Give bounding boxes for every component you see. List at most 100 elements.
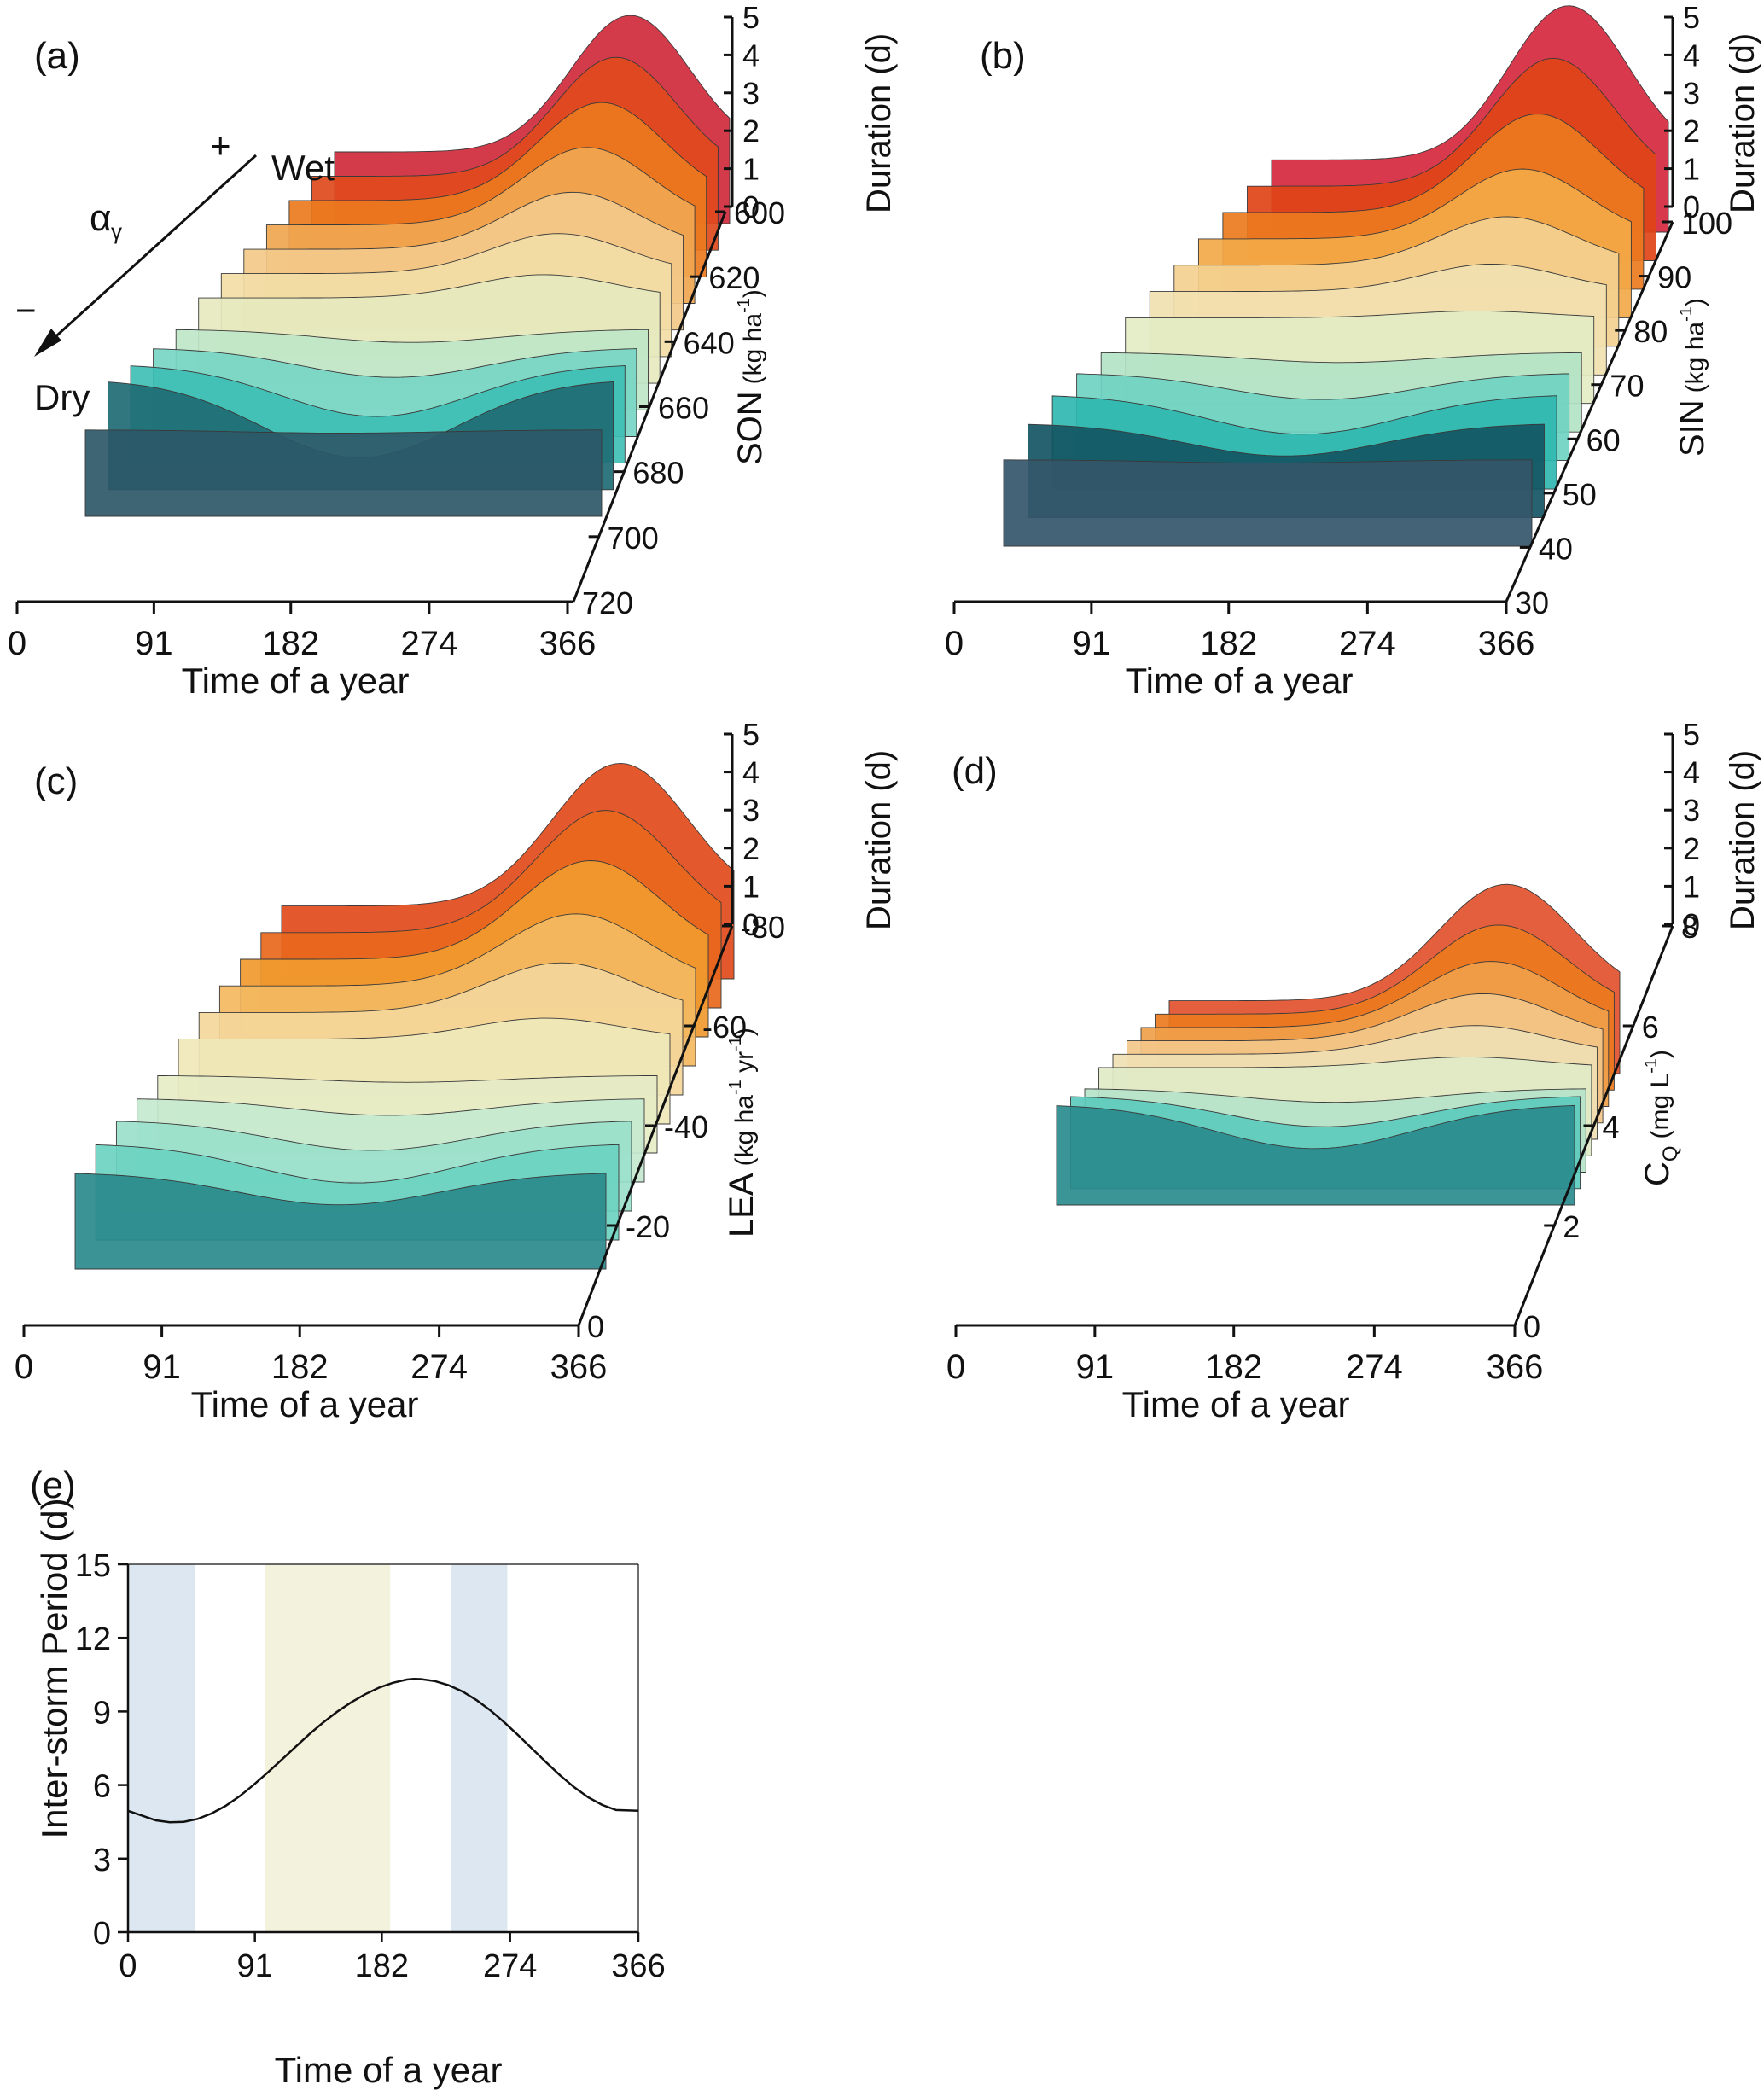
time-tick-label: 182 (1200, 625, 1257, 662)
duration-tick-label: 4 (1683, 38, 1700, 73)
duration-tick-label: 4 (1683, 755, 1700, 790)
son-axis-close: ) (739, 289, 767, 298)
depth-tick-label: 680 (632, 456, 684, 491)
cq-axis-subscript: Q (1659, 1145, 1682, 1162)
time-tick-label: 366 (1487, 1348, 1544, 1386)
cq-axis-title-text: CQ (mg L-1) (1639, 1050, 1682, 1186)
shaded-period-dry-1 (265, 1564, 391, 1932)
depth-tick-label: 40 (1539, 531, 1573, 566)
alpha-symbol: α (90, 197, 111, 239)
time-tick-label: 0 (945, 625, 964, 662)
duration-tick-label: 2 (1683, 831, 1700, 866)
duration-tick-label: 0 (1683, 907, 1700, 942)
xlabel-c: Time of a year (191, 1384, 419, 1424)
e-y-tick-label: 15 (75, 1548, 111, 1584)
son-axis-unit: (kg ha (739, 313, 767, 385)
time-tick-label: 366 (550, 1348, 608, 1386)
panel-label-e: (e) (30, 1464, 76, 1506)
time-tick-label: 91 (1076, 1348, 1115, 1386)
duration-tick-label: 3 (742, 793, 760, 828)
wet-label: Wet (271, 148, 335, 188)
dry-label: Dry (34, 377, 90, 417)
sin-axis-name: SIN (1674, 399, 1711, 457)
e-x-tick-label: 274 (483, 1948, 537, 1984)
depth-axis-line (1505, 221, 1674, 603)
son-axis-name: SON (731, 391, 769, 465)
duration-tick-label: 4 (742, 38, 760, 73)
ridge-cq-3-5 (1056, 1104, 1575, 1206)
depth-tick-label: 6 (1642, 1010, 1659, 1045)
lea-axis-close: ) (731, 1028, 759, 1036)
minus-sign: − (15, 290, 37, 330)
time-tick-label: 274 (1346, 1348, 1403, 1386)
xlabel-d: Time of a year (1122, 1384, 1350, 1424)
time-tick-label: 91 (1073, 625, 1111, 662)
time-tick-label: 182 (262, 625, 319, 662)
lea-axis-title-text: LEA(kg ha-1 yr-1) (723, 1028, 760, 1237)
e-y-tick-label: 0 (93, 1916, 111, 1952)
depth-tick-label: 720 (582, 585, 633, 620)
depth-tick-label: -20 (626, 1209, 670, 1244)
lea-axis-unit-b: yr (731, 1051, 759, 1080)
depth-tick-label: 70 (1610, 369, 1644, 404)
sin-axis-title-text: SIN (kg ha-1) (1674, 298, 1711, 457)
depth-tick-label: 700 (608, 521, 659, 556)
lea-axis-name: LEA (723, 1173, 760, 1237)
panel-label-b: (b) (980, 35, 1026, 77)
cq-axis-close: ) (1646, 1050, 1674, 1058)
depth-tick-label: 600 (734, 195, 785, 230)
duration-title-a: Duration (d) (860, 33, 898, 213)
duration-tick-label: 1 (742, 152, 760, 187)
depth-tick-label: -40 (664, 1109, 708, 1144)
cq-axis-title: CQ (mg L-1) (1639, 1050, 1682, 1186)
depth-tick-label: 60 (1586, 422, 1621, 457)
duration-tick-label: 1 (1683, 869, 1700, 904)
son-axis-exp: -1 (735, 298, 754, 313)
duration-tick-label: 3 (1683, 76, 1700, 111)
e-y-tick-label: 12 (75, 1621, 111, 1657)
duration-tick-label: 0 (742, 907, 760, 942)
plus-sign: + (210, 125, 231, 166)
time-tick-label: 182 (271, 1348, 329, 1386)
duration-tick-label: 3 (1683, 793, 1700, 828)
e-x-tick-label: 0 (119, 1948, 137, 1984)
time-tick-label: 274 (410, 1348, 468, 1386)
duration-tick-label: 1 (742, 869, 760, 904)
xlabel-e: Time of a year (275, 2050, 503, 2090)
sin-axis-exp: -1 (1677, 306, 1696, 322)
duration-tick-label: 5 (742, 717, 760, 752)
duration-title-d: Duration (d) (1724, 750, 1761, 930)
ridge-sin-45 (1003, 459, 1533, 547)
depth-tick-label: 30 (1515, 585, 1549, 620)
wet-dry-arrow-line (39, 154, 258, 352)
time-tick-label: 91 (135, 625, 173, 662)
shaded-period-wet-0 (128, 1564, 195, 1932)
cq-axis-name: C (1639, 1162, 1676, 1186)
duration-tick-label: 5 (1683, 717, 1700, 752)
sin-axis-unit: (kg ha (1681, 322, 1709, 393)
ridge-lea-20 (74, 1173, 607, 1270)
depth-tick-label: 90 (1657, 260, 1691, 295)
duration-tick-label: 2 (742, 114, 760, 148)
duration-tick-label: 5 (1683, 0, 1700, 35)
e-y-tick-label: 9 (93, 1695, 111, 1731)
duration-title-c: Duration (d) (860, 750, 898, 930)
depth-tick-label: 660 (658, 391, 709, 426)
depth-tick-label: 80 (1633, 314, 1668, 349)
depth-tick-label: -80 (741, 910, 785, 945)
e-x-tick-label: 91 (237, 1948, 273, 1984)
xlabel-a: Time of a year (182, 661, 410, 701)
panel-label-a: (a) (34, 35, 80, 77)
duration-tick-label: 4 (742, 755, 760, 790)
lea-axis-exp-a: -1 (726, 1080, 745, 1095)
e-y-tick-label: 3 (93, 1843, 111, 1878)
duration-tick-label: 3 (742, 76, 760, 111)
depth-tick-label: 0 (1523, 1309, 1540, 1344)
son-axis-title: SON (kg ha-1) (731, 289, 769, 465)
lea-axis-title: LEA(kg ha-1 yr-1) (723, 1028, 760, 1237)
e-x-tick-label: 366 (611, 1948, 665, 1984)
depth-tick-label: 4 (1603, 1109, 1620, 1144)
depth-tick-label: 640 (684, 325, 735, 360)
